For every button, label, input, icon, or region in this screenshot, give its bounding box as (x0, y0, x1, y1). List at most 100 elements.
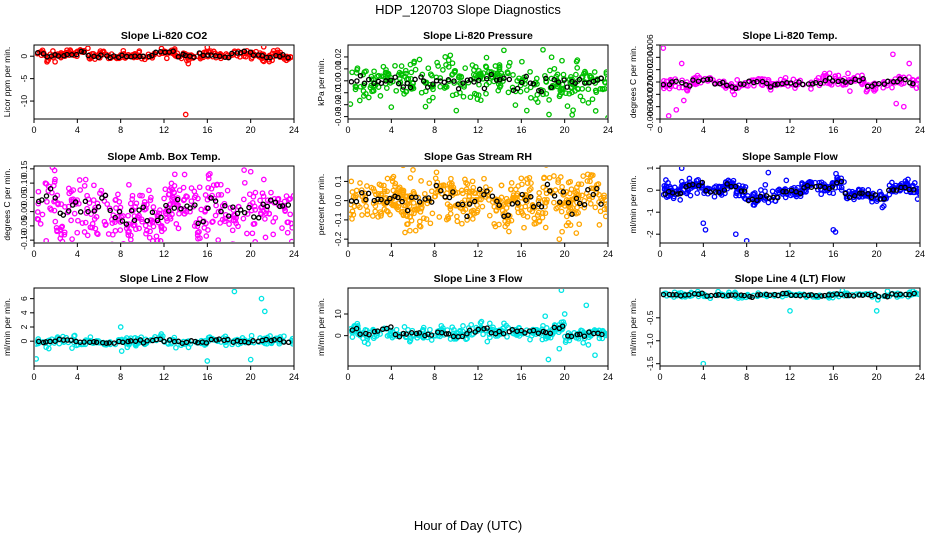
mean-point (707, 76, 714, 82)
panel-slope-li-820-temp: Slope Li-820 Temp. degrees C per min. 0 4 8 1… (628, 30, 925, 135)
mean-point (475, 77, 482, 84)
panel-slope-line-2-flow: Slope Line 2 Flow ml/min per min. 0 4 8 12 16 2… (2, 273, 299, 382)
data-point (557, 188, 564, 195)
mean-point (902, 184, 908, 191)
data-point (91, 182, 97, 189)
data-point (51, 179, 58, 185)
data-point (699, 182, 706, 189)
mean-point (551, 324, 558, 331)
mean-point (690, 181, 696, 188)
x-tick-label: 20 (560, 249, 570, 259)
data-point (166, 191, 173, 198)
mean-point (724, 82, 730, 89)
data-point (467, 94, 474, 101)
mean-point (272, 199, 279, 206)
data-point (566, 337, 573, 344)
data-point (844, 79, 851, 86)
outlier-point (680, 97, 687, 104)
data-point (360, 82, 367, 89)
data-point (90, 197, 97, 203)
data-point (536, 195, 542, 202)
outlier-point (288, 238, 293, 242)
mean-point (530, 204, 537, 210)
data-point (375, 72, 382, 79)
data-point (79, 220, 86, 226)
mean-point (818, 293, 825, 299)
data-point (412, 66, 419, 73)
mean-point (225, 336, 231, 343)
data-point (880, 203, 887, 209)
data-point (559, 228, 565, 235)
data-point (511, 195, 517, 201)
data-point (167, 201, 174, 207)
data-point (563, 213, 570, 220)
data-point (116, 198, 123, 205)
mean-point (404, 207, 411, 214)
data-point (364, 208, 371, 214)
data-point (365, 340, 371, 347)
data-point (263, 206, 270, 213)
mean-point (868, 194, 875, 200)
mean-point (673, 78, 679, 84)
mean-point (860, 75, 866, 82)
data-point (421, 190, 428, 197)
mean-point (149, 52, 155, 59)
data-point (874, 296, 881, 303)
data-point (129, 196, 136, 202)
data-point (847, 88, 853, 94)
mean-point (132, 338, 139, 344)
mean-point (746, 78, 752, 84)
data-point (349, 189, 356, 195)
mean-point (93, 339, 100, 346)
data-point (250, 221, 257, 227)
data-point (357, 83, 364, 90)
chart-title: Slope Li-820 CO2 (121, 30, 208, 42)
x-tick-label: 8 (118, 372, 123, 382)
data-point (498, 182, 505, 189)
data-point (553, 205, 560, 212)
data-point (886, 182, 893, 189)
data-point (147, 337, 154, 344)
x-tick-label: 0 (345, 372, 350, 382)
data-point (105, 231, 112, 237)
x-tick-label: 16 (828, 125, 838, 135)
data-point (731, 91, 738, 98)
data-point (554, 71, 561, 78)
data-point (356, 97, 363, 104)
data-point (566, 190, 573, 197)
mean-point (237, 207, 244, 213)
data-point (469, 216, 476, 222)
outlier-point (540, 46, 546, 53)
data-point (250, 193, 257, 200)
mean-point (788, 292, 794, 299)
data-point (364, 183, 370, 189)
data-point (84, 192, 90, 199)
mean-point (166, 208, 172, 214)
mean-point (443, 331, 450, 337)
data-point (464, 217, 470, 223)
mean-point (494, 198, 500, 205)
data-point (479, 203, 486, 210)
mean-point (43, 193, 50, 199)
mean-point (174, 196, 181, 203)
mean-point (669, 190, 676, 196)
mean-point (662, 191, 668, 197)
mean-point (361, 80, 368, 86)
mean-point (428, 332, 435, 338)
data-point (134, 214, 141, 220)
mean-point (163, 202, 169, 209)
data-point (158, 228, 165, 235)
mean-point (712, 189, 719, 195)
data-point (400, 212, 407, 219)
x-tick-label: 20 (872, 372, 882, 382)
data-point (74, 229, 81, 236)
mean-point (420, 78, 427, 84)
data-point (437, 75, 444, 81)
data-point (125, 212, 131, 219)
mean-point (763, 80, 770, 87)
mean-point (783, 189, 789, 195)
data-point (53, 224, 60, 231)
mean-point (81, 49, 87, 55)
data-point (349, 329, 356, 336)
y-tick-label: -0.05 (19, 216, 29, 236)
